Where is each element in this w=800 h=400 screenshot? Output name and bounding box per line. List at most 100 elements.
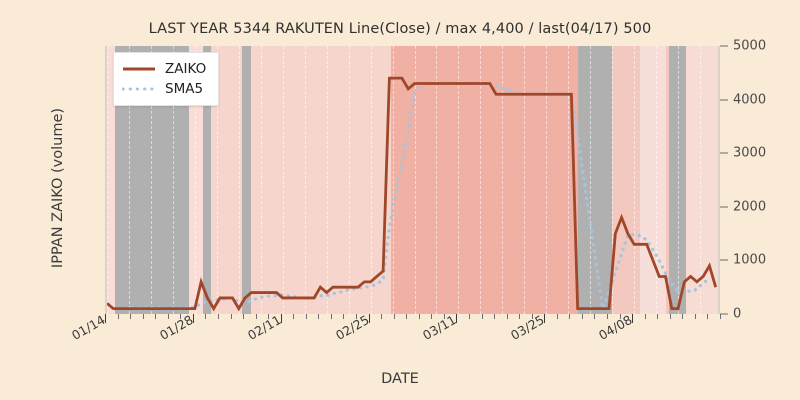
y-tick-label: 5000 xyxy=(733,38,767,54)
gridline xyxy=(238,46,240,314)
x-tick-minor xyxy=(255,314,257,319)
y-axis-tick: 2000 xyxy=(720,199,766,214)
x-tick-minor xyxy=(644,314,646,319)
x-tick-minor xyxy=(569,314,571,319)
x-tick-minor xyxy=(669,314,671,319)
y-tick-mark xyxy=(720,45,728,47)
legend-item-zaiko[interactable]: ZAIKO xyxy=(122,59,206,79)
x-tick-minor xyxy=(180,314,182,319)
x-tick-minor xyxy=(607,314,609,319)
x-tick-major xyxy=(105,314,106,323)
x-tick-major xyxy=(192,314,194,323)
x-tick-major xyxy=(368,314,370,323)
y-axis-tick: 4000 xyxy=(720,92,766,107)
gridline xyxy=(700,46,702,314)
chart-title: LAST YEAR 5344 RAKUTEN Line(Close) / max… xyxy=(148,21,652,37)
y-tick-label: 0 xyxy=(733,306,742,322)
gridline xyxy=(546,46,548,314)
background-band xyxy=(668,46,686,314)
gridline xyxy=(304,46,306,314)
y-tick-label: 4000 xyxy=(733,92,767,108)
gridline xyxy=(590,46,592,314)
x-tick-minor xyxy=(682,314,684,319)
background-band xyxy=(203,46,211,314)
gridline xyxy=(216,46,218,314)
x-tick-minor xyxy=(581,314,583,319)
x-tick-minor xyxy=(268,314,270,319)
x-tick-minor xyxy=(443,314,445,319)
legend-label-sma5: SMA5 xyxy=(165,81,204,97)
x-axis-tick-label: 01/14 xyxy=(69,311,108,343)
gridline xyxy=(326,46,328,314)
background-band xyxy=(665,46,669,314)
gridline xyxy=(480,46,482,314)
gridline xyxy=(458,46,460,314)
legend-item-sma5[interactable]: SMA5 xyxy=(122,79,206,99)
legend-label-zaiko: ZAIKO xyxy=(165,61,207,77)
gridline xyxy=(370,46,372,314)
y-axis-tick: 3000 xyxy=(720,146,766,161)
x-tick-minor xyxy=(406,314,408,319)
x-tick-minor xyxy=(243,314,245,319)
x-tick-minor xyxy=(381,314,383,319)
x-tick-minor xyxy=(117,314,119,319)
gridline xyxy=(172,46,174,314)
gridline xyxy=(107,46,108,314)
gridline xyxy=(524,46,526,314)
y-tick-mark xyxy=(720,206,728,208)
x-tick-major xyxy=(280,314,282,323)
gridline xyxy=(282,46,284,314)
y-tick-label: 1000 xyxy=(733,252,767,268)
y-tick-mark xyxy=(720,152,728,154)
background-band xyxy=(251,46,392,314)
chart-legend[interactable]: ZAIKO SMA5 xyxy=(113,52,220,106)
gridline xyxy=(150,46,152,314)
x-tick-minor xyxy=(205,314,207,319)
gridline xyxy=(678,46,680,314)
x-tick-minor xyxy=(481,314,483,319)
gridline xyxy=(392,46,394,314)
x-tick-minor xyxy=(657,314,659,319)
x-tick-minor xyxy=(720,314,721,319)
x-tick-minor xyxy=(556,314,558,319)
x-tick-minor xyxy=(494,314,496,319)
x-tick-minor xyxy=(217,314,219,319)
y-tick-mark xyxy=(720,259,728,261)
gridline xyxy=(634,46,636,314)
gridline xyxy=(414,46,416,314)
y-tick-mark xyxy=(720,99,728,101)
gridline xyxy=(656,46,658,314)
y-axis: 0 1000 2000 3000 4000 5000 xyxy=(720,39,798,322)
legend-swatch-zaiko xyxy=(123,67,155,71)
gridline xyxy=(436,46,438,314)
x-tick-minor xyxy=(343,314,345,319)
x-tick-minor xyxy=(418,314,420,319)
x-tick-minor xyxy=(468,314,470,319)
series-line-sma5 xyxy=(130,81,712,311)
x-tick-minor xyxy=(318,314,320,319)
x-tick-minor xyxy=(431,314,433,319)
x-tick-major xyxy=(456,314,458,323)
y-tick-label: 3000 xyxy=(733,145,767,161)
x-tick-minor xyxy=(142,314,144,319)
y-axis-tick: 5000 xyxy=(720,39,766,54)
background-band xyxy=(241,46,252,314)
background-band xyxy=(685,46,718,314)
background-band xyxy=(107,46,116,314)
x-tick-major xyxy=(632,314,634,323)
x-tick-minor xyxy=(694,314,696,319)
y-tick-label: 2000 xyxy=(733,199,767,215)
x-tick-minor xyxy=(230,314,232,319)
x-tick-minor xyxy=(305,314,307,319)
x-tick-minor xyxy=(506,314,508,319)
x-axis xyxy=(105,314,721,326)
x-tick-minor xyxy=(330,314,332,319)
x-tick-minor xyxy=(619,314,621,319)
y-axis-tick: 1000 xyxy=(720,253,766,268)
x-tick-minor xyxy=(519,314,521,319)
legend-swatch-sma5 xyxy=(122,87,156,91)
gridline xyxy=(612,46,614,314)
x-tick-minor xyxy=(130,314,132,319)
x-tick-minor xyxy=(155,314,157,319)
